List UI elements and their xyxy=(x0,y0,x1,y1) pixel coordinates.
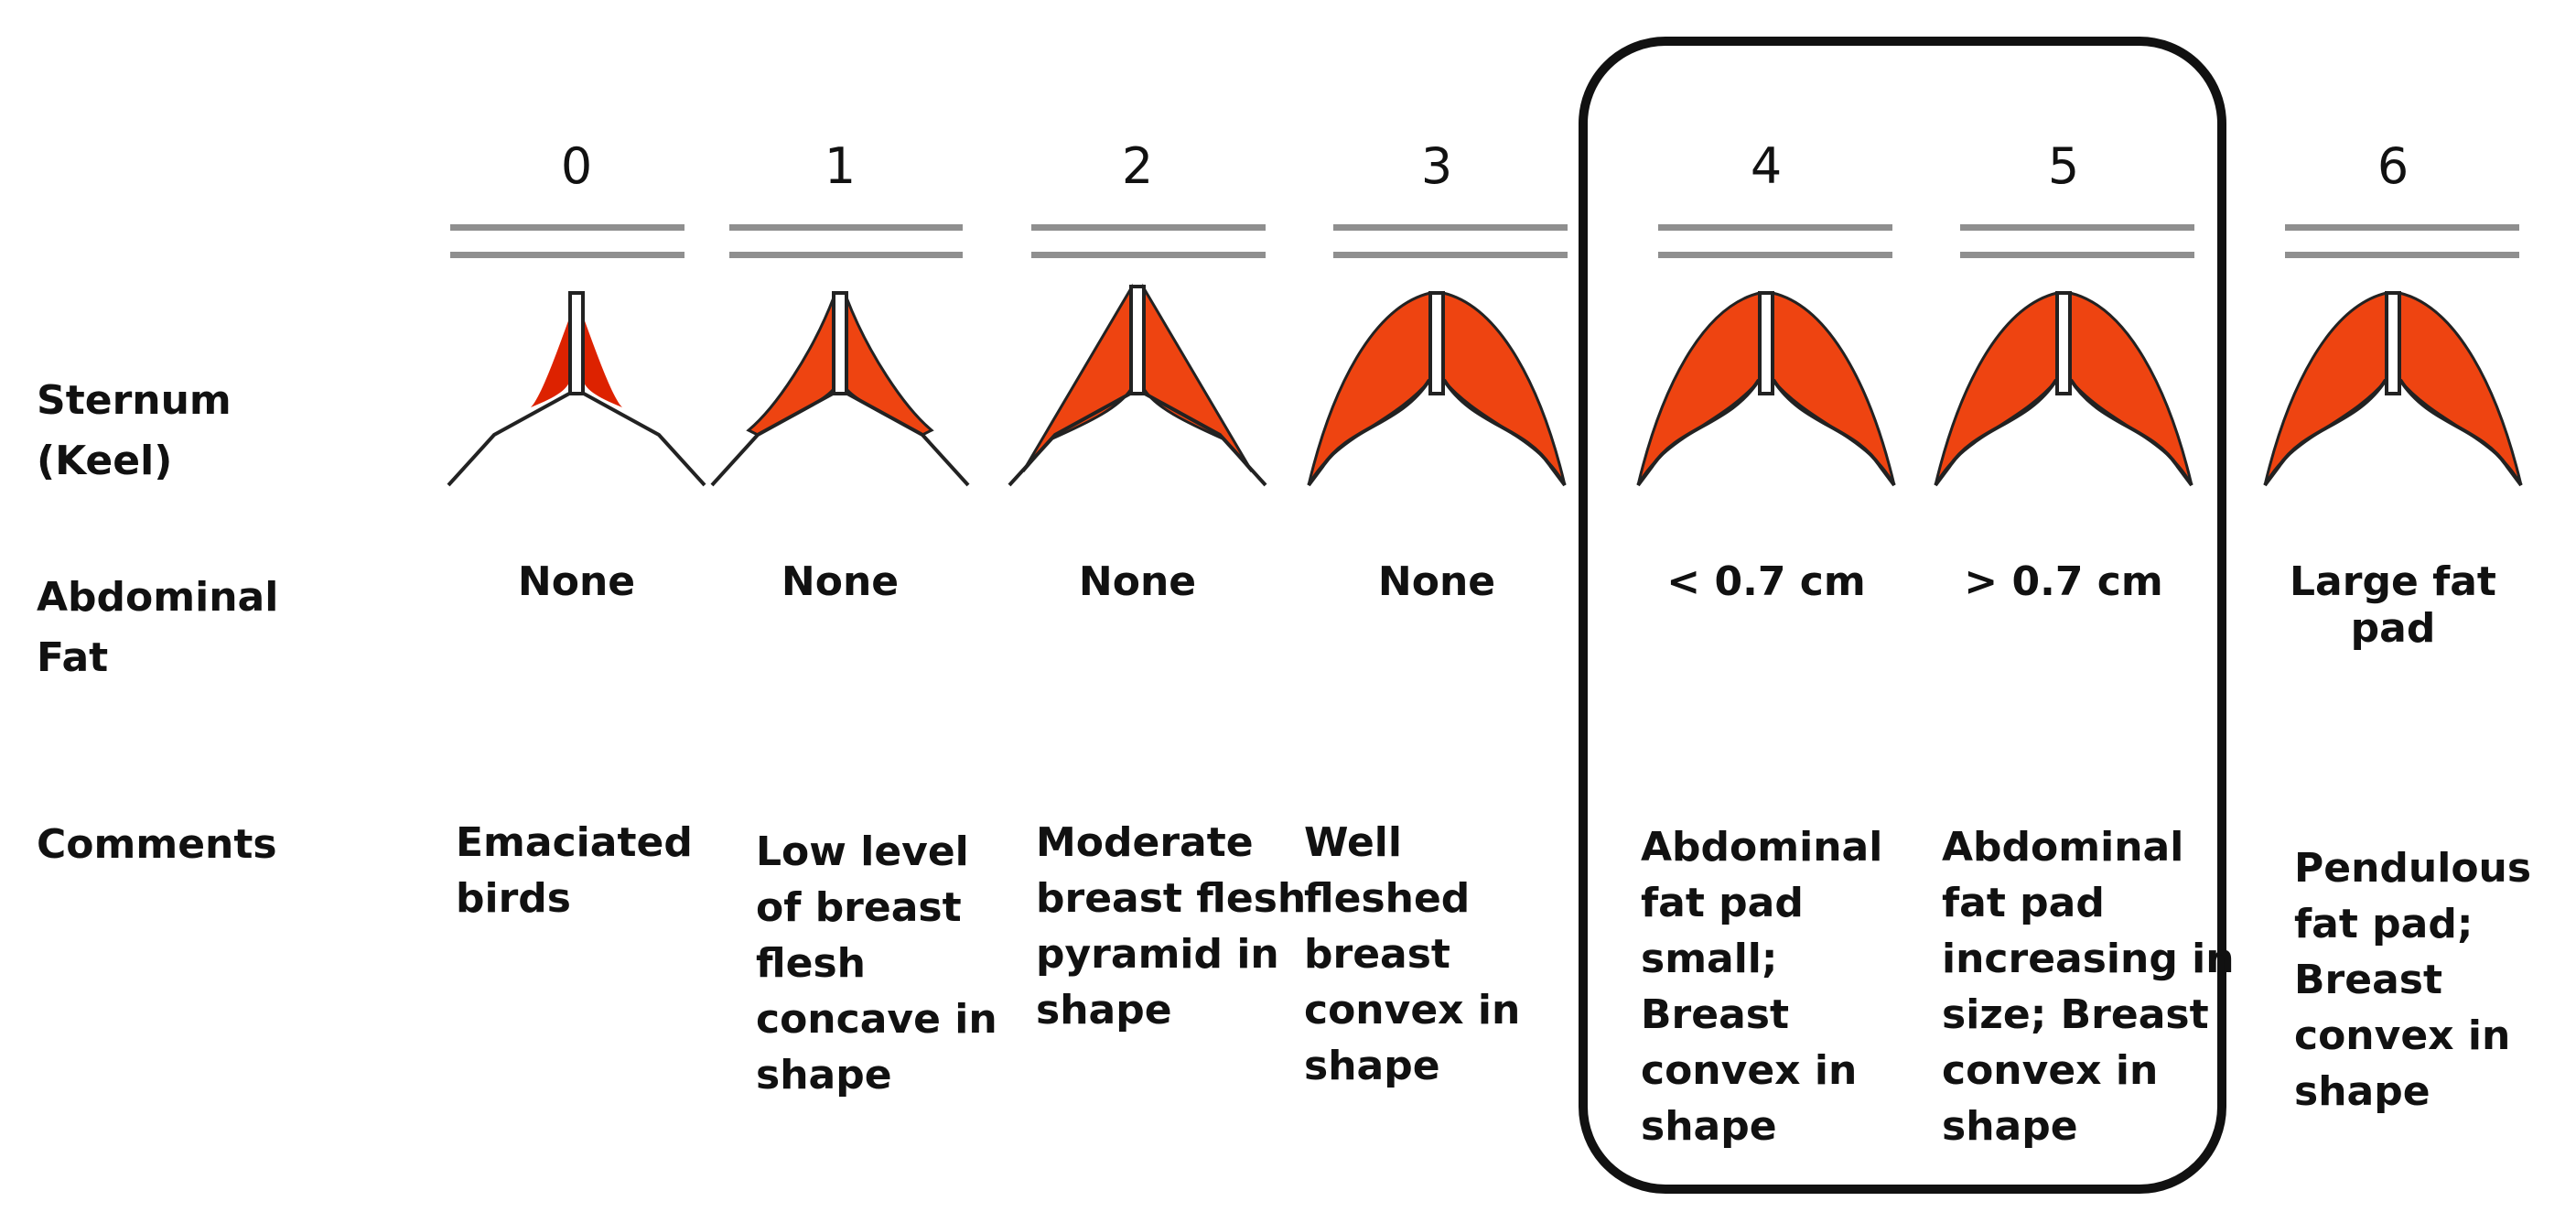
score-rule-top xyxy=(1658,224,1892,231)
stage-score: 5 xyxy=(2047,137,2080,195)
stage-comment: Pendulous fat pad; Breast convex in shape xyxy=(2294,845,2532,1115)
abdominal-fat-value: > 0.7 cm xyxy=(1964,558,2163,605)
score-rule-bottom xyxy=(1960,252,2194,258)
stage-score: 0 xyxy=(560,137,593,195)
stage-score: 4 xyxy=(1750,137,1783,195)
score-rule-bottom xyxy=(1031,252,1266,258)
stage-comment: Low level of breast flesh concave in shape xyxy=(756,828,997,1099)
score-rule-top xyxy=(1960,224,2194,231)
score-rule-bottom xyxy=(450,252,684,258)
keel-convex-drawing xyxy=(1633,279,1899,493)
stage-comment: Abdominal fat pad small; Breast convex in sha… xyxy=(1641,824,1883,1150)
stage-comment: Moderate breast flesh pyramid in shape xyxy=(1036,819,1307,1034)
keel-convex-drawing xyxy=(1304,279,1569,493)
abdominal-fat-value: Large fat pad xyxy=(2290,558,2496,652)
abdominal-fat-value: None xyxy=(1377,558,1496,605)
score-rule-bottom xyxy=(729,252,963,258)
score-rule-top xyxy=(729,224,963,231)
score-rule-top xyxy=(450,224,684,231)
score-rule-bottom xyxy=(1658,252,1892,258)
comments-row-label: Comments xyxy=(37,821,277,868)
abdominal-fat-row-label: Abdominal Fat xyxy=(37,574,279,681)
score-rule-top xyxy=(2285,224,2519,231)
score-rule-bottom xyxy=(2285,252,2519,258)
score-rule-top xyxy=(1333,224,1568,231)
keel-convex-drawing xyxy=(1931,279,2196,493)
stage-comment: Emaciated birds xyxy=(456,819,693,922)
abdominal-fat-value: None xyxy=(517,558,636,605)
stage-comment: Well fleshed breast convex in shape xyxy=(1304,819,1521,1089)
stage-score: 3 xyxy=(1420,137,1453,195)
score-rule-top xyxy=(1031,224,1266,231)
highlight-frame xyxy=(1579,37,2226,1194)
keel-emaciated-drawing xyxy=(444,279,709,493)
keel-concave-drawing xyxy=(707,279,973,493)
abdominal-fat-value: None xyxy=(781,558,900,605)
abdominal-fat-value: None xyxy=(1078,558,1197,605)
keel-convex-drawing xyxy=(2260,279,2526,493)
keel-pyramid-drawing xyxy=(1005,279,1270,493)
stage-comment: Abdominal fat pad increasing in size; Breas… xyxy=(1942,824,2235,1150)
stage-score: 6 xyxy=(2377,137,2409,195)
abdominal-fat-value: < 0.7 cm xyxy=(1666,558,1866,605)
sternum-row-label: Sternum (Keel) xyxy=(37,377,232,484)
score-rule-bottom xyxy=(1333,252,1568,258)
stage-score: 1 xyxy=(824,137,857,195)
stage-score: 2 xyxy=(1121,137,1154,195)
